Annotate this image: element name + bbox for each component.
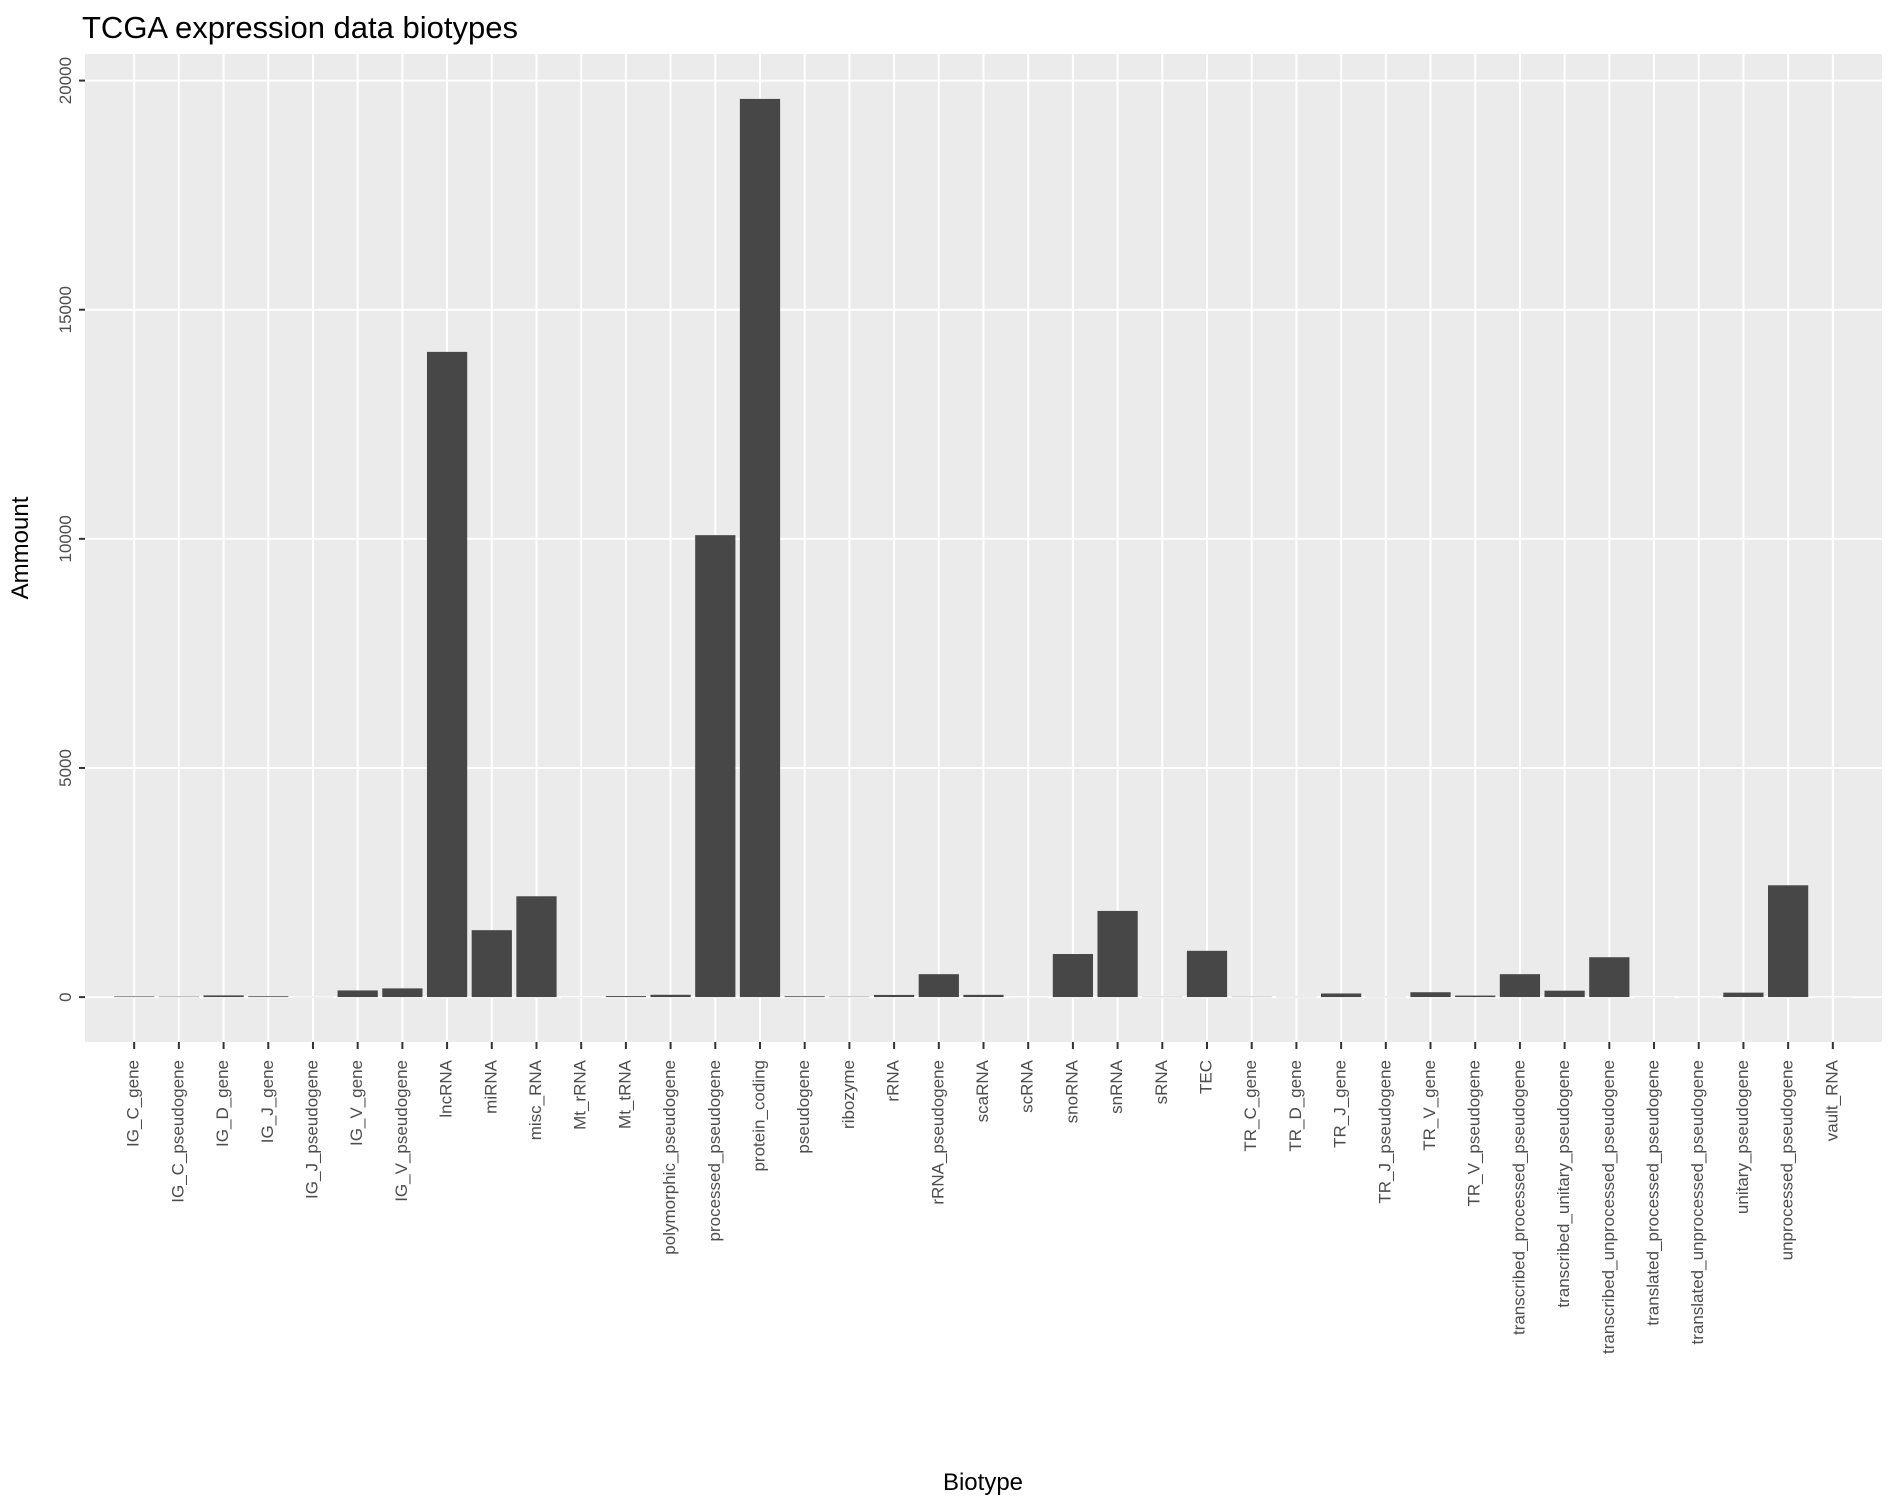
x-tick-label: pseudogene [794,1060,813,1154]
x-tick-label: sRNA [1152,1059,1171,1104]
x-tick-label: miRNA [481,1059,500,1113]
bar [650,994,691,998]
x-tick-label: Mt_rRNA [571,1059,590,1130]
bar [784,996,825,998]
x-tick-label: rRNA [884,1059,903,1101]
x-tick-label: TR_J_gene [1331,1060,1350,1148]
x-tick-label: ribozyme [839,1060,858,1129]
x-tick-label: transcribed_unitary_pseudogene [1554,1060,1573,1308]
bar [1723,992,1764,998]
x-tick-label: vault_RNA [1822,1059,1841,1141]
bar [695,535,736,998]
y-tick-label: 15000 [56,286,75,333]
bar [1455,995,1496,998]
x-tick-label: TEC [1196,1060,1215,1094]
x-tick-label: scaRNA [973,1059,992,1122]
x-tick-label: IG_V_gene [347,1060,366,1146]
chart-title: TCGA expression data biotypes [82,10,518,45]
x-tick-label: snRNA [1107,1059,1126,1114]
x-tick-label: polymorphic_pseudogene [660,1060,679,1255]
x-tick-label: protein_coding [749,1060,768,1172]
x-tick-label: transcribed_unprocessed_pseudogene [1599,1060,1618,1354]
bar [1499,974,1541,998]
bar [248,996,289,998]
bar [337,990,378,998]
x-tick-label: TR_C_gene [1241,1060,1260,1152]
x-tick-label: processed_pseudogene [705,1060,724,1241]
x-tick-label: TR_D_gene [1286,1060,1305,1152]
y-tick-label: 5000 [56,749,75,787]
x-tick-label: translated_unprocessed_pseudogene [1688,1060,1707,1345]
x-tick-label: transcribed_processed_pseudogene [1509,1060,1528,1335]
x-tick-label: IG_J_gene [258,1060,277,1143]
x-tick-label: unprocessed_pseudogene [1778,1060,1797,1260]
bar [426,351,468,998]
x-tick-label: TR_V_gene [1420,1060,1439,1151]
bar [918,974,959,998]
bar [1768,885,1809,998]
x-tick-label: IG_C_gene [124,1060,143,1147]
bar [1410,992,1451,998]
bar [382,988,423,998]
x-tick-label: translated_processed_pseudogene [1644,1060,1663,1326]
x-tick-label: IG_C_pseudogene [168,1060,187,1203]
y-tick-label: 20000 [56,57,75,104]
x-tick-label: IG_V_pseudogene [392,1060,411,1202]
bar [1544,990,1585,998]
x-tick-label: IG_J_pseudogene [302,1060,321,1199]
bar [605,996,647,998]
x-tick-label: rRNA_pseudogene [928,1060,947,1205]
y-tick-label: 10000 [56,515,75,562]
x-tick-label: snoRNA [1062,1059,1081,1123]
bar [203,995,244,998]
bar [114,996,155,998]
x-tick-label: scRNA [1018,1059,1037,1113]
x-tick-label: IG_D_gene [213,1060,232,1147]
bar [1589,957,1630,998]
x-tick-label: lncRNA [437,1059,456,1117]
bar [739,98,781,998]
x-tick-label: misc_RNA [526,1059,545,1140]
y-axis-title: Ammount [7,496,34,599]
bar [1320,993,1362,998]
bar [516,896,557,998]
x-tick-label: TR_J_pseudogene [1375,1060,1394,1204]
x-tick-label: unitary_pseudogene [1733,1060,1752,1214]
bar [963,994,1004,998]
y-tick-label: 0 [56,992,75,1001]
bar [471,930,512,998]
bar [873,994,915,998]
x-axis-title: Biotype [943,1469,1023,1496]
bar [1097,910,1138,998]
bar [1052,954,1094,998]
x-tick-label: TR_V_pseudogene [1465,1060,1484,1207]
bar [1186,950,1228,998]
x-tick-label: Mt_tRNA [615,1059,634,1129]
